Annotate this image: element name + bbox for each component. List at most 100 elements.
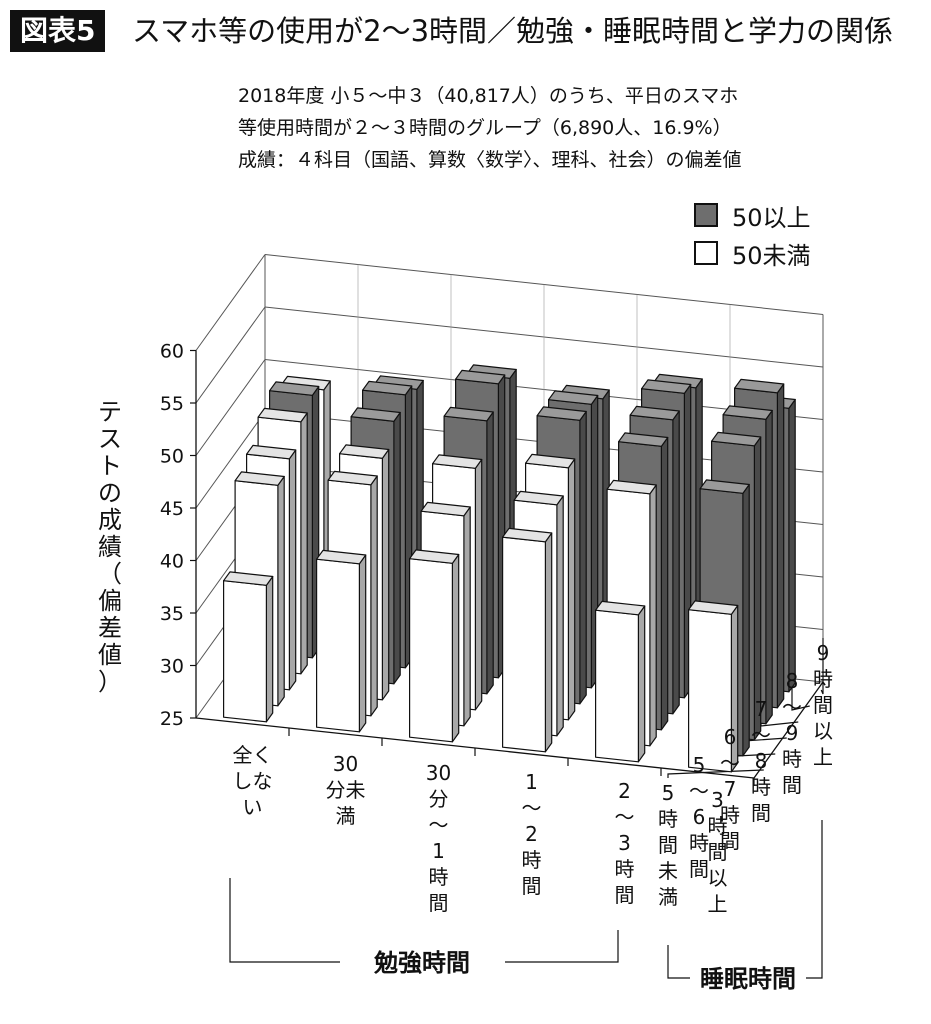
- bar-side-face: [474, 458, 483, 711]
- bar-front-face: [316, 558, 360, 733]
- x-tick-label: 30 分〜 1 時間: [426, 761, 451, 915]
- chart-labels: 25 30 35 40 45 50 55 60 全くしない 30 分未満 30 分〜 1 時間 1 〜 2 時間 2 〜…: [98, 341, 833, 994]
- bar-side-face: [776, 383, 785, 709]
- bar-top-face: [687, 600, 739, 615]
- z-tick-label: 5 時間未満: [658, 781, 678, 909]
- bar-side-face: [765, 409, 773, 725]
- y-tick-label: 40: [160, 551, 184, 573]
- x-tick-label: 2 〜 3 時間: [615, 779, 635, 907]
- y-tick-label: 25: [160, 708, 184, 730]
- bar-top-face: [710, 431, 762, 447]
- bar: [502, 527, 553, 753]
- chart-legend: 50以上 50未満: [694, 196, 811, 272]
- bar-top-face: [524, 453, 576, 469]
- bar-side-face: [637, 605, 646, 763]
- bar-side-face: [556, 495, 564, 737]
- bar: [409, 549, 460, 743]
- bar-front-face: [223, 580, 267, 723]
- z-tick-label: 7 〜 8 時間: [751, 697, 771, 825]
- z-title-bracket-right: [806, 820, 823, 979]
- page-title: スマホ等の使用が2〜3時間／勉強・睡眠時間と学力の関係: [132, 14, 894, 48]
- y-tick-label: 35: [160, 603, 184, 625]
- y-tick-label: 30: [160, 656, 184, 678]
- x-tick-label: 30 分未満: [326, 752, 366, 828]
- x-title-bracket-right: [505, 930, 619, 963]
- z-tick-label: 8 〜 9 時間: [782, 669, 802, 797]
- bar-top-face: [722, 405, 773, 420]
- bar-top-face: [606, 479, 657, 495]
- bar-top-face: [362, 380, 413, 396]
- gridline-left-wall: [195, 411, 266, 509]
- bar-side-face: [649, 484, 657, 747]
- bar-top-face: [269, 381, 320, 396]
- bar-top-face: [339, 444, 390, 459]
- bar-side-face: [393, 411, 401, 685]
- bar-side-face: [742, 483, 750, 757]
- bar-side-face: [370, 475, 378, 717]
- bar: [316, 549, 367, 733]
- legend-label: 50未満: [732, 241, 811, 270]
- y-tick-label: 55: [160, 393, 184, 415]
- bar-side-face: [753, 436, 762, 741]
- bar-top-face: [640, 379, 692, 394]
- gridline-left-wall: [195, 306, 266, 404]
- x-tick-label: 1 〜 2 時間: [522, 770, 542, 898]
- bar-top-face: [443, 406, 494, 422]
- gridline-left-wall: [195, 359, 266, 456]
- z-axis-line: [753, 681, 824, 779]
- bar-side-face: [265, 575, 274, 723]
- bar-side-face: [277, 475, 285, 707]
- bar-side-face: [288, 449, 297, 691]
- bar-side-face: [788, 398, 796, 693]
- bar: [223, 571, 274, 723]
- bar-side-face: [300, 412, 308, 675]
- z-axis-title: 睡眠時間: [700, 965, 796, 993]
- bar-top-face: [223, 571, 274, 586]
- bar-top-face: [617, 432, 669, 447]
- x-tick-label: 全くしない: [233, 743, 273, 819]
- bar-front-face: [409, 558, 453, 743]
- bar-side-face: [672, 410, 680, 715]
- bar-side-face: [544, 532, 553, 753]
- bar-side-face: [358, 554, 367, 733]
- bar-top-face: [350, 407, 401, 422]
- bar-front-face: [594, 609, 640, 763]
- bar-top-face: [234, 471, 285, 486]
- y-tick-label: 45: [160, 498, 184, 520]
- bar-top-face: [733, 378, 785, 394]
- x-axis-title: 勉強時間: [373, 949, 470, 977]
- legend-swatch-white: [694, 241, 718, 265]
- bar-side-face: [381, 448, 390, 701]
- bar-side-face: [567, 458, 576, 721]
- bar-top-face: [502, 527, 553, 543]
- legend-item-high: 50以上: [694, 196, 811, 234]
- bar-side-face: [660, 436, 669, 731]
- bar-top-face: [257, 407, 308, 423]
- y-tick-label: 50: [160, 446, 184, 468]
- figure-label: 図表5: [10, 10, 106, 52]
- bar-top-face: [246, 444, 297, 460]
- gridline-left-wall: [195, 254, 266, 351]
- legend-label: 50以上: [732, 203, 811, 232]
- y-axis-title: テストの成績（偏差値）: [98, 398, 122, 696]
- bar-top-face: [316, 549, 367, 565]
- z-tick-label: 5 〜 6 時間: [689, 753, 709, 881]
- bar: [687, 600, 739, 773]
- bar-top-face: [594, 600, 646, 616]
- bar-side-face: [463, 506, 471, 727]
- z-tick-label: 9 時間以上: [813, 641, 833, 769]
- chart-bars: [223, 364, 796, 773]
- bar-top-face: [409, 549, 460, 564]
- subtitle-line: 等使用時間が２〜３時間のグループ（6,890人、16.9%）: [238, 117, 732, 139]
- bar-front-face: [502, 536, 547, 753]
- z-leader-line: [820, 638, 824, 695]
- legend-item-low: 50未満: [694, 234, 811, 272]
- z-tick-label: 6 〜 7 時間: [720, 725, 740, 853]
- bar: [594, 600, 646, 763]
- bar-top-face: [455, 369, 506, 385]
- subtitle-line: 成績：４科目（国語、算数〈数学〉、理科、社会）の偏差値: [238, 149, 742, 171]
- legend-swatch-dark: [694, 203, 718, 227]
- x-tick-label: 3 時間以上: [708, 788, 728, 916]
